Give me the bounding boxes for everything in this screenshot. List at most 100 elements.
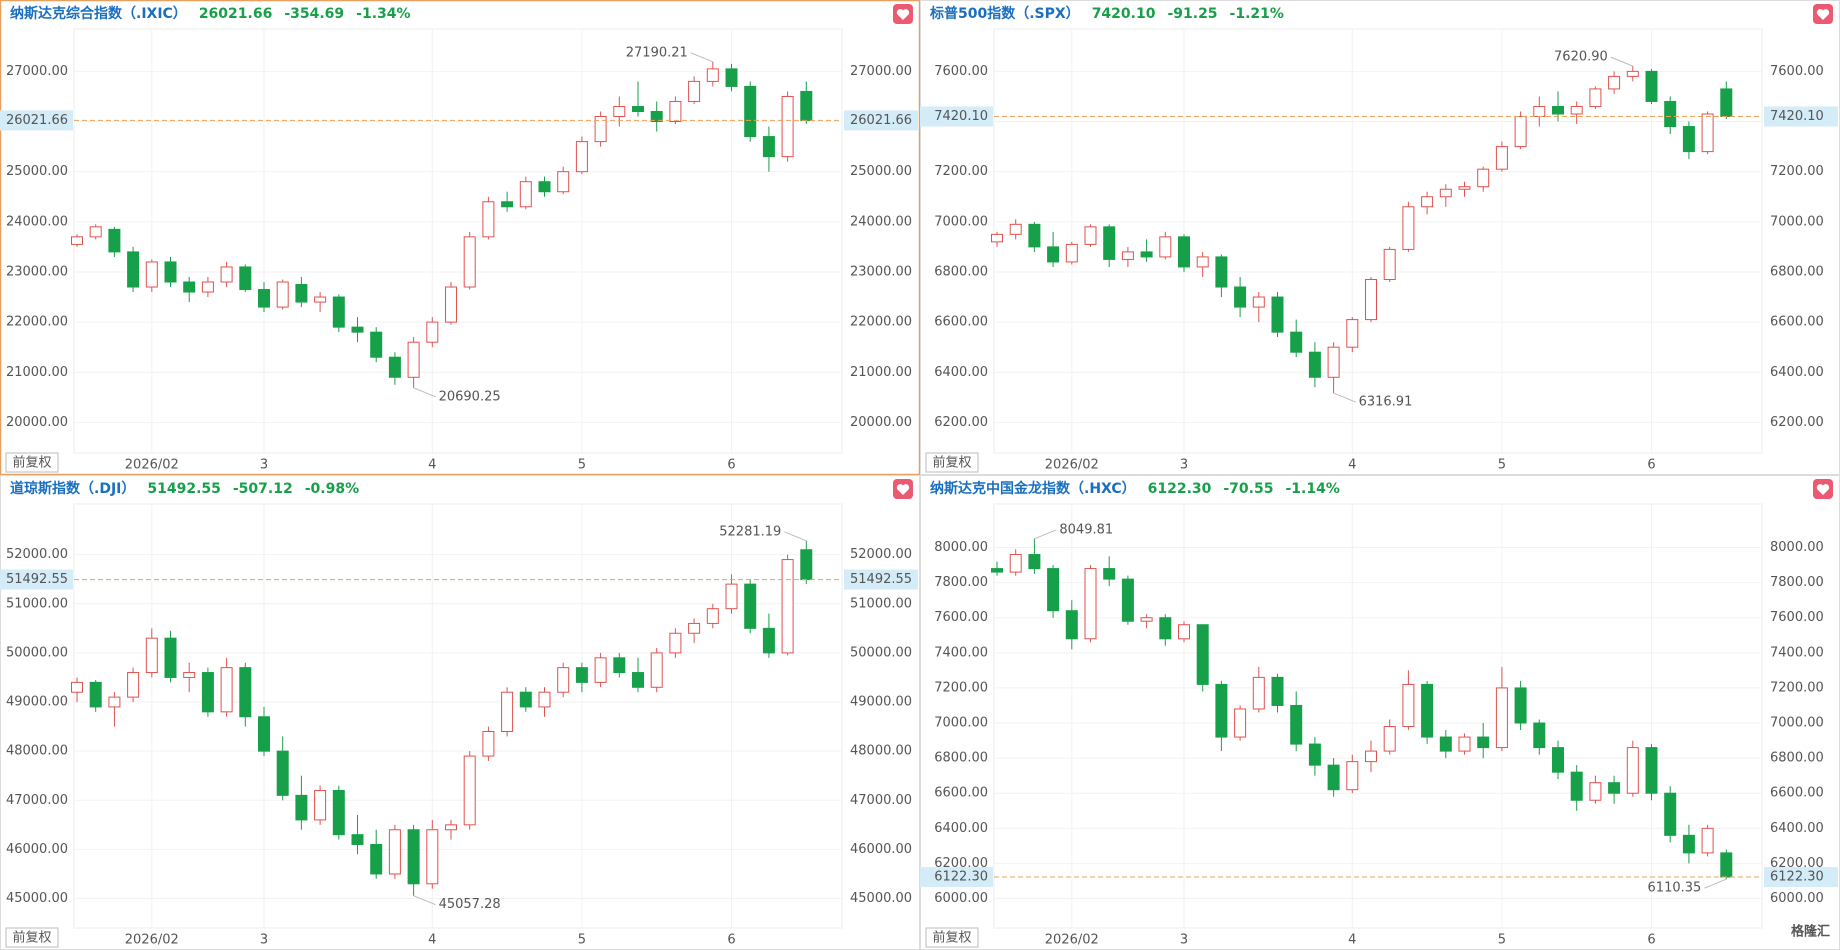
candle-body bbox=[1645, 70, 1658, 102]
x-tick-label: 6 bbox=[1647, 458, 1655, 473]
y-tick-label-right: 52000.00 bbox=[850, 547, 912, 562]
candle-body bbox=[1084, 226, 1097, 245]
candle-body bbox=[1402, 683, 1415, 728]
last-price-tag-bg-right bbox=[1764, 867, 1838, 888]
candle-body bbox=[557, 171, 570, 193]
y-tick-label-right: 7800.00 bbox=[1770, 575, 1824, 590]
candle-body bbox=[1664, 100, 1677, 128]
favorite-button[interactable] bbox=[893, 4, 913, 24]
candle-body bbox=[1121, 251, 1134, 260]
candle-body bbox=[781, 95, 794, 158]
low-label: 6316.91 bbox=[1359, 395, 1413, 410]
candle-body bbox=[183, 672, 196, 678]
y-tick-label-right: 7200.00 bbox=[1770, 164, 1824, 179]
y-tick-label: 49000.00 bbox=[6, 695, 68, 710]
candle-body bbox=[314, 789, 327, 821]
low-label: 20690.25 bbox=[439, 389, 501, 404]
price-change-pct: -0.98% bbox=[305, 481, 359, 497]
y-tick-label-right: 23000.00 bbox=[850, 264, 912, 279]
favorite-button[interactable] bbox=[1813, 4, 1833, 24]
candle-body bbox=[1252, 296, 1265, 308]
candle-body bbox=[71, 681, 83, 693]
favorite-button[interactable] bbox=[893, 479, 913, 499]
candle-body bbox=[991, 233, 1003, 243]
candle-body bbox=[407, 829, 420, 885]
y-tick-label: 7000.00 bbox=[934, 214, 988, 229]
price-change: -507.12 bbox=[233, 481, 293, 497]
adjust-button[interactable]: 前复权 bbox=[5, 452, 59, 473]
y-tick-label: 6800.00 bbox=[934, 264, 988, 279]
candle-body bbox=[594, 116, 607, 143]
last-price-tag-bg bbox=[0, 110, 73, 131]
candle-body bbox=[426, 321, 439, 343]
candle-body bbox=[127, 251, 140, 288]
plot-area bbox=[993, 503, 1763, 929]
adjust-button-bg bbox=[925, 927, 979, 948]
candle-body bbox=[388, 829, 401, 875]
y-tick-label-right: 7000.00 bbox=[1770, 214, 1824, 229]
candle-body bbox=[295, 284, 308, 303]
candle-body bbox=[258, 716, 270, 752]
y-tick-label: 6000.00 bbox=[934, 891, 988, 906]
y-tick-label: 48000.00 bbox=[6, 744, 68, 759]
last-price: 26021.66 bbox=[199, 6, 273, 22]
candle-body bbox=[1701, 113, 1714, 153]
last-price-tag-bg-right bbox=[844, 110, 918, 131]
candle-body bbox=[1477, 736, 1490, 749]
candle-body bbox=[1084, 568, 1097, 640]
y-tick-label: 6200.00 bbox=[934, 415, 988, 430]
candle-body bbox=[314, 296, 327, 303]
candle-body bbox=[89, 226, 102, 238]
candle-body bbox=[239, 667, 252, 718]
candle-body bbox=[1701, 827, 1714, 854]
low-leader bbox=[413, 387, 436, 398]
candle-body bbox=[688, 622, 701, 634]
candle-body bbox=[1178, 624, 1190, 640]
price-change-pct: -1.21% bbox=[1230, 6, 1284, 22]
candle-body bbox=[1514, 687, 1527, 724]
candle-body bbox=[538, 181, 551, 193]
last-price-tag-right: 51492.55 bbox=[850, 572, 912, 587]
candle-body bbox=[1626, 70, 1639, 77]
candle-body bbox=[1720, 88, 1733, 117]
price-change-pct: -1.14% bbox=[1285, 481, 1339, 497]
adjust-button[interactable]: 前复权 bbox=[925, 452, 979, 473]
last-price: 7420.10 bbox=[1092, 6, 1156, 22]
high-leader bbox=[784, 531, 807, 542]
high-leader bbox=[1610, 56, 1633, 67]
adjust-button-bg bbox=[5, 927, 59, 948]
chart-panel: 纳斯达克中国金龙指数（.HXC） 6122.30 -70.55 -1.14% 6000.… bbox=[920, 475, 1840, 950]
adjust-button[interactable]: 前复权 bbox=[925, 927, 979, 948]
last-price-tag: 26021.66 bbox=[6, 113, 68, 128]
x-tick-label: 3 bbox=[260, 933, 268, 948]
candle-body bbox=[1589, 782, 1602, 801]
x-tick-label: 5 bbox=[1498, 933, 1506, 948]
x-tick-label: 6 bbox=[1647, 933, 1655, 948]
candle-body bbox=[1589, 88, 1602, 107]
y-tick-label-right: 27000.00 bbox=[850, 64, 912, 79]
candle-body bbox=[575, 667, 588, 683]
candle-body bbox=[145, 637, 158, 674]
candle-body bbox=[762, 627, 775, 654]
candle-body bbox=[557, 667, 570, 693]
candle-body bbox=[1215, 683, 1228, 738]
candle-body bbox=[201, 281, 214, 293]
favorite-button[interactable] bbox=[1813, 479, 1833, 499]
y-tick-label-right: 49000.00 bbox=[850, 695, 912, 710]
candle-body bbox=[1196, 624, 1209, 685]
high-label: 8049.81 bbox=[1059, 522, 1113, 537]
candle-body bbox=[725, 68, 738, 87]
candle-body bbox=[800, 90, 813, 121]
candle-body bbox=[632, 105, 644, 112]
y-tick-label: 23000.00 bbox=[6, 264, 68, 279]
y-tick-label: 6600.00 bbox=[934, 315, 988, 330]
candle-body bbox=[1421, 196, 1434, 208]
watermark: 格隆汇 bbox=[1791, 924, 1830, 940]
adjust-button[interactable]: 前复权 bbox=[5, 927, 59, 948]
y-tick-label-right: 6600.00 bbox=[1770, 786, 1824, 801]
candle-body bbox=[1402, 206, 1415, 250]
candle-body bbox=[1365, 750, 1377, 763]
candle-body bbox=[613, 657, 626, 674]
candle-body bbox=[1477, 168, 1490, 188]
